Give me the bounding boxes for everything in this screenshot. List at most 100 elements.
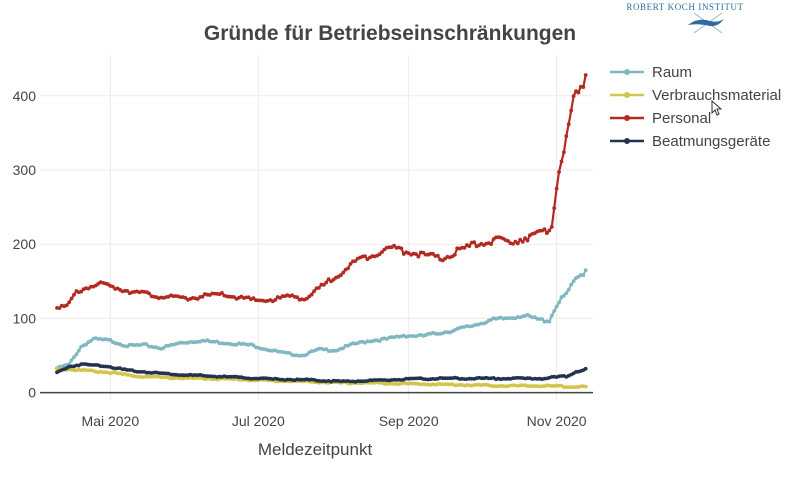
data-point <box>564 291 569 296</box>
data-point <box>74 352 79 357</box>
data-point <box>353 259 358 263</box>
data-point <box>324 280 329 285</box>
data-point <box>520 240 525 244</box>
data-point <box>518 237 523 242</box>
legend[interactable]: Raum Verbrauchsmaterial Personal Beatmungsg… <box>610 64 781 150</box>
legend-item[interactable]: Personal <box>610 110 711 127</box>
data-point <box>566 122 571 127</box>
data-point <box>571 279 576 284</box>
data-point <box>67 300 71 305</box>
data-point <box>562 293 566 298</box>
data-point <box>304 352 309 357</box>
y-tick-label: 0 <box>28 385 36 401</box>
data-point <box>511 242 515 246</box>
data-point <box>89 339 93 343</box>
data-point <box>542 227 547 232</box>
legend-swatch-marker <box>624 115 630 121</box>
plot-area <box>55 73 588 390</box>
data-point <box>341 346 346 351</box>
data-point <box>557 300 561 305</box>
data-point <box>108 337 113 342</box>
data-point <box>489 242 493 247</box>
axes: 0 100 200 300 400 Mai 2020 Jul 2020 Sep 2020 Nov… <box>13 88 593 429</box>
data-point <box>525 238 530 243</box>
data-point <box>380 250 384 254</box>
data-point <box>377 252 382 257</box>
data-point <box>72 355 76 359</box>
data-point <box>552 309 557 313</box>
y-tick-label: 100 <box>13 310 37 326</box>
data-point <box>467 244 472 249</box>
chart-title: Gründe für Betriebseinschränkungen <box>204 22 576 45</box>
data-point <box>515 241 520 246</box>
x-tick-label: Sep 2020 <box>379 413 439 429</box>
data-point <box>79 289 84 294</box>
legend-label: Personal <box>652 110 711 127</box>
data-point <box>547 228 552 233</box>
data-point <box>549 313 554 318</box>
y-tick-label: 400 <box>13 88 37 104</box>
data-point <box>431 251 435 256</box>
data-point <box>326 277 331 281</box>
data-point <box>76 348 81 353</box>
legend-label: Beatmungsgeräte <box>652 133 770 150</box>
series-personal <box>55 73 588 310</box>
data-point <box>64 303 69 308</box>
data-point <box>399 246 404 251</box>
data-point <box>346 266 350 271</box>
data-point <box>554 304 559 309</box>
legend-swatch-marker <box>624 138 630 144</box>
y-tick-label: 300 <box>13 162 37 178</box>
data-point <box>549 225 554 229</box>
data-point <box>581 85 586 89</box>
data-point <box>200 294 205 299</box>
data-point <box>312 289 316 294</box>
x-axis-title: Meldezeitpunkt <box>258 440 373 459</box>
data-point <box>552 206 557 211</box>
legend-item[interactable]: Verbrauchsmaterial <box>610 87 781 104</box>
legend-label: Verbrauchsmaterial <box>652 87 781 104</box>
data-point <box>523 236 527 241</box>
data-point <box>435 253 440 258</box>
data-point <box>562 150 566 155</box>
data-point <box>581 273 586 278</box>
data-point <box>547 319 552 324</box>
data-point <box>540 317 544 321</box>
data-point <box>554 186 559 191</box>
x-tick-label: Mai 2020 <box>82 413 140 429</box>
data-point <box>69 296 74 301</box>
legend-swatch-marker <box>624 69 630 75</box>
rki-logo-text: ROBERT KOCH INSTITUT <box>626 2 744 12</box>
data-point <box>220 291 224 295</box>
data-point <box>566 287 571 292</box>
data-point <box>569 108 574 113</box>
data-point <box>576 90 581 95</box>
data-point <box>583 366 588 371</box>
data-point <box>67 362 71 366</box>
data-point <box>557 170 561 174</box>
legend-label: Raum <box>652 64 692 81</box>
y-tick-label: 200 <box>13 236 37 252</box>
data-point <box>144 342 149 347</box>
data-point <box>583 268 588 273</box>
data-point <box>69 358 74 363</box>
data-point <box>321 283 326 287</box>
data-point <box>462 245 467 250</box>
data-point <box>545 231 549 236</box>
legend-item[interactable]: Beatmungsgeräte <box>610 133 770 150</box>
data-point <box>564 134 569 139</box>
data-point <box>72 292 76 297</box>
series-line <box>56 74 587 310</box>
mouse-pointer-icon <box>711 100 723 116</box>
data-point <box>452 252 457 257</box>
data-point <box>377 339 382 343</box>
data-point <box>295 295 299 300</box>
data-point <box>392 243 396 248</box>
x-tick-label: Jul 2020 <box>232 413 285 429</box>
data-point <box>363 254 367 258</box>
data-point <box>583 73 588 77</box>
data-point <box>317 286 321 290</box>
legend-item[interactable]: Raum <box>610 64 692 81</box>
data-point <box>147 291 152 296</box>
